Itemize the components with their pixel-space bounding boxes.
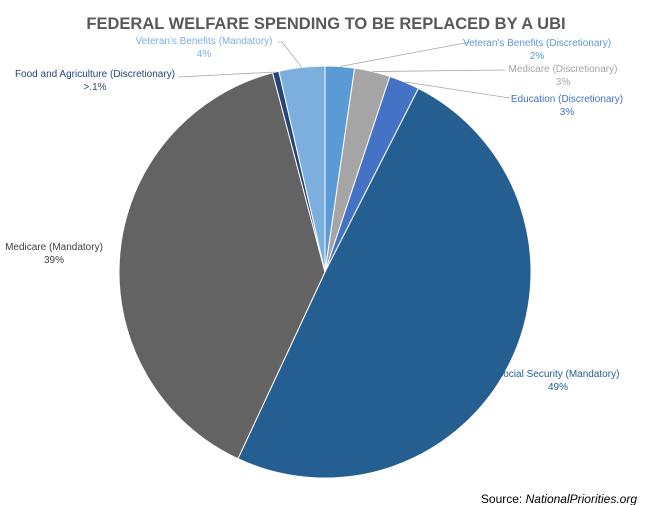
leader-line <box>404 81 511 99</box>
slice-label: Veteran's Benefits (Discretionary) 2% <box>463 38 611 62</box>
slice-percent: 3% <box>556 77 571 88</box>
slice-label: Social Security (Mandatory) 49% <box>497 369 620 393</box>
slice-percent: 49% <box>548 382 568 393</box>
slice-percent: >.1% <box>83 82 106 93</box>
pie-slice <box>278 65 326 273</box>
slice-percent: 2% <box>530 51 545 62</box>
slice-name: Veteran's Benefits (Discretionary) <box>463 38 611 49</box>
slice-label: Veteran's Benefits (Mandatory) 4% <box>136 36 273 60</box>
leader-line <box>278 41 303 68</box>
leader-line <box>177 71 276 78</box>
leader-line <box>372 69 506 72</box>
slice-percent: 3% <box>560 107 575 118</box>
slice-name: Education (Discretionary) <box>511 94 623 105</box>
chart-title: FEDERAL WELFARE SPENDING TO BE REPLACED … <box>86 15 565 33</box>
slice-name: Medicare (Mandatory) <box>5 242 103 253</box>
slice-name: Veteran's Benefits (Mandatory) <box>136 36 273 47</box>
source-name: NationalPriorities.org <box>526 492 638 505</box>
slice-name: Social Security (Mandatory) <box>497 369 620 380</box>
slice-percent: 4% <box>197 49 212 60</box>
slice-label: Medicare (Mandatory) 39% <box>5 242 103 266</box>
source-prefix: Source: <box>481 492 526 505</box>
slice-percent: 39% <box>44 255 64 266</box>
source-note: Source: NationalPriorities.org <box>481 492 637 505</box>
slice-label: Food and Agriculture (Discretionary) >.1% <box>15 69 175 93</box>
slice-name: Medicare (Discretionary) <box>509 64 618 75</box>
pie-slice <box>118 72 326 460</box>
pie-slice <box>237 87 532 479</box>
slice-label: Medicare (Discretionary) 3% <box>509 64 618 88</box>
slice-label: Education (Discretionary) 3% <box>511 94 623 118</box>
slice-name: Food and Agriculture (Discretionary) <box>15 69 175 80</box>
leader-line <box>339 41 471 67</box>
